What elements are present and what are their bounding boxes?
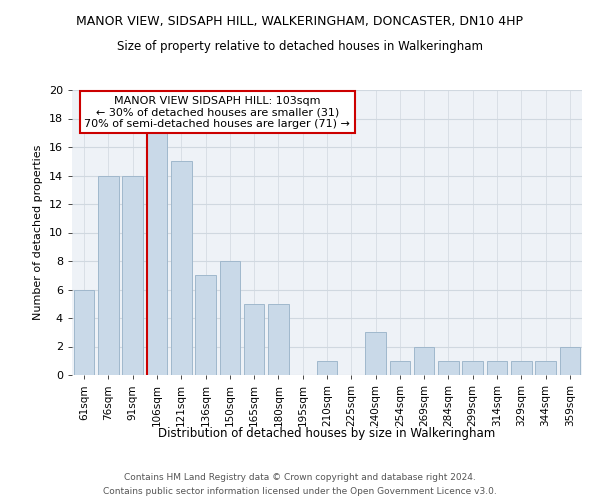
Bar xyxy=(414,346,434,375)
Bar xyxy=(74,290,94,375)
Bar xyxy=(195,275,216,375)
Bar xyxy=(220,261,240,375)
Text: Distribution of detached houses by size in Walkeringham: Distribution of detached houses by size … xyxy=(158,428,496,440)
Bar xyxy=(511,361,532,375)
Bar xyxy=(535,361,556,375)
Bar xyxy=(244,304,265,375)
Text: Contains public sector information licensed under the Open Government Licence v3: Contains public sector information licen… xyxy=(103,488,497,496)
Bar xyxy=(317,361,337,375)
Bar xyxy=(463,361,483,375)
Y-axis label: Number of detached properties: Number of detached properties xyxy=(33,145,43,320)
Bar xyxy=(122,176,143,375)
Text: MANOR VIEW, SIDSAPH HILL, WALKERINGHAM, DONCASTER, DN10 4HP: MANOR VIEW, SIDSAPH HILL, WALKERINGHAM, … xyxy=(77,15,523,28)
Bar xyxy=(389,361,410,375)
Text: Size of property relative to detached houses in Walkeringham: Size of property relative to detached ho… xyxy=(117,40,483,53)
Bar xyxy=(438,361,459,375)
Bar xyxy=(365,332,386,375)
Text: Contains HM Land Registry data © Crown copyright and database right 2024.: Contains HM Land Registry data © Crown c… xyxy=(124,472,476,482)
Text: MANOR VIEW SIDSAPH HILL: 103sqm
← 30% of detached houses are smaller (31)
70% of: MANOR VIEW SIDSAPH HILL: 103sqm ← 30% of… xyxy=(85,96,350,129)
Bar xyxy=(487,361,508,375)
Bar xyxy=(171,161,191,375)
Bar xyxy=(560,346,580,375)
Bar xyxy=(98,176,119,375)
Bar xyxy=(268,304,289,375)
Bar xyxy=(146,132,167,375)
